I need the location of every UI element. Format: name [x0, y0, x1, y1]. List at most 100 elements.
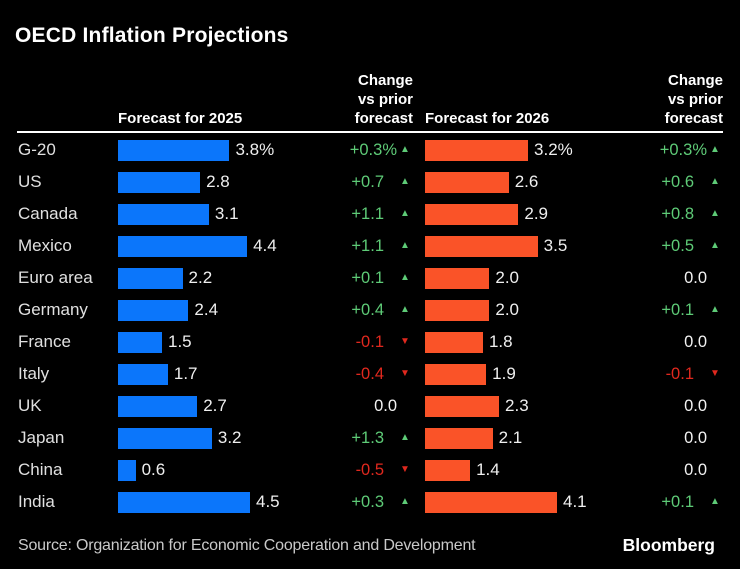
table-row: India 4.5 +0.3 ▲ 4.1 +0.1 ▲	[18, 486, 723, 518]
chg-2026-arrow-icon: ▲	[710, 240, 720, 251]
bar-2025	[118, 139, 230, 161]
bar-2026	[425, 203, 519, 225]
table-row: UK 2.7 0.0 2.3 0.0	[18, 390, 723, 422]
bar-2025	[118, 331, 162, 353]
table-row: China 0.6 -0.5 ▼ 1.4 0.0	[18, 454, 723, 486]
chg-2025: +0.1	[351, 268, 384, 287]
bar-2025	[118, 427, 212, 449]
chg-2026: +0.8	[661, 204, 694, 223]
bar-cell-2025: 0.6	[118, 459, 340, 481]
bar-cell-2025: 4.5	[118, 491, 340, 513]
chg-2025: +0.4	[351, 300, 384, 319]
chg-2025-arrow-icon: ▲	[400, 304, 410, 315]
row-country-label: France	[18, 332, 71, 351]
chg-2025-arrow-icon: ▼	[400, 368, 410, 379]
row-country-label: Italy	[18, 364, 50, 383]
bar-cell-2025: 3.1	[118, 203, 340, 225]
chg-2025: +1.1	[351, 204, 384, 223]
chg-2026: 0.0	[684, 428, 707, 447]
bar-cell-2026: 2.9	[425, 203, 647, 225]
bar-cell-2026: 2.3	[425, 395, 647, 417]
bar-2026-value: 3.5	[543, 236, 568, 255]
chg-2026-arrow-icon: ▲	[710, 496, 720, 507]
row-country-label: China	[18, 460, 63, 479]
bar-2025	[118, 459, 136, 481]
bar-2026-value: 2.0	[495, 300, 520, 319]
bar-cell-2025: 2.8	[118, 171, 340, 193]
bar-2025	[118, 203, 209, 225]
bar-cell-2026: 4.1	[425, 491, 647, 513]
bar-cell-2026: 2.0	[425, 299, 647, 321]
bar-2025	[118, 491, 250, 513]
row-country-label: Japan	[18, 428, 65, 447]
table-row: Germany 2.4 +0.4 ▲ 2.0 +0.1 ▲	[18, 294, 723, 326]
bar-cell-2025: 2.2	[118, 267, 340, 289]
bar-cell-2025: 1.5	[118, 331, 340, 353]
bar-cell-2026: 3.2%	[425, 139, 647, 161]
table-row: Japan 3.2 +1.3 ▲ 2.1 0.0	[18, 422, 723, 454]
table-row: Mexico 4.4 +1.1 ▲ 3.5 +0.5 ▲	[18, 230, 723, 262]
table-row: US 2.8 +0.7 ▲ 2.6 +0.6 ▲	[18, 166, 723, 198]
chg-2025: 0.0	[374, 396, 397, 415]
bar-2026-value: 2.3	[505, 396, 529, 415]
bar-2025	[118, 363, 168, 385]
chg-2025: -0.1	[355, 332, 384, 351]
chg-2026-arrow-icon: ▼	[710, 368, 720, 379]
chg-2026-arrow-icon: ▲	[710, 176, 720, 187]
bar-2025-value: 3.1	[214, 204, 239, 223]
bar-2025-value: 2.4	[194, 300, 219, 319]
chg-2025: -0.4	[355, 364, 384, 383]
bar-2025-value: 2.8	[206, 172, 230, 191]
bar-2026-value: 2.0	[495, 268, 520, 287]
row-country-label: India	[18, 492, 55, 511]
bar-2026	[425, 491, 557, 513]
bar-2026	[425, 267, 490, 289]
header-change-2025: Change vs prior forecast	[354, 72, 413, 127]
row-country-label: UK	[18, 396, 42, 415]
chart-rows: G-20 3.8% +0.3% ▲ 3.2% +0.3% ▲ US 2.8 +0…	[18, 134, 723, 518]
bar-2026-value: 3.2%	[534, 140, 573, 159]
chg-2025: +1.3	[351, 428, 384, 447]
chg-2025-arrow-icon: ▲	[400, 240, 410, 251]
chg-2025: -0.5	[355, 460, 384, 479]
bar-2026	[425, 331, 483, 353]
bar-cell-2025: 2.7	[118, 395, 340, 417]
row-country-label: Euro area	[18, 268, 93, 287]
row-country-label: US	[18, 172, 42, 191]
table-row: G-20 3.8% +0.3% ▲ 3.2% +0.3% ▲	[18, 134, 723, 166]
chg-2026-arrow-icon: ▲	[710, 304, 720, 315]
bar-2025-value: 2.7	[203, 396, 227, 415]
bar-2025-value: 1.7	[173, 364, 198, 383]
bar-2026	[425, 459, 471, 481]
chg-2026: 0.0	[684, 396, 707, 415]
bar-2026-value: 1.9	[492, 364, 516, 383]
bar-2025	[118, 171, 201, 193]
bar-2026	[425, 235, 538, 257]
header-forecast-2025: Forecast for 2025	[118, 110, 243, 127]
chg-2025: +0.3%	[349, 140, 397, 159]
bar-2025	[118, 267, 183, 289]
column-headers: Forecast for 2025 Change vs prior foreca…	[18, 58, 723, 134]
chg-2026: +0.5	[661, 236, 694, 255]
chg-2025: +1.1	[351, 236, 384, 255]
bar-2025-value: 0.6	[141, 460, 166, 479]
bloomberg-logo: Bloomberg	[622, 535, 715, 555]
bar-cell-2025: 1.7	[118, 363, 340, 385]
bar-2026	[425, 171, 509, 193]
chart-title: OECD Inflation Projections	[15, 24, 289, 47]
bar-2025-value: 3.2	[217, 428, 242, 447]
bar-2025-value: 1.5	[168, 332, 192, 351]
chg-2026-arrow-icon: ▲	[710, 144, 720, 155]
table-row: Euro area 2.2 +0.1 ▲ 2.0 0.0	[18, 262, 723, 294]
header-divider	[17, 131, 723, 133]
chg-2026: +0.3%	[659, 140, 707, 159]
chg-2026: 0.0	[684, 268, 707, 287]
bar-2026-value: 1.8	[488, 332, 513, 351]
bar-cell-2026: 3.5	[425, 235, 647, 257]
row-country-label: Germany	[18, 300, 88, 319]
table-row: Canada 3.1 +1.1 ▲ 2.9 +0.8 ▲	[18, 198, 723, 230]
bar-2026	[425, 139, 529, 161]
header-forecast-2026: Forecast for 2026	[425, 110, 550, 127]
chg-2026: +0.6	[661, 172, 694, 191]
bar-2026-value: 2.6	[514, 172, 539, 191]
